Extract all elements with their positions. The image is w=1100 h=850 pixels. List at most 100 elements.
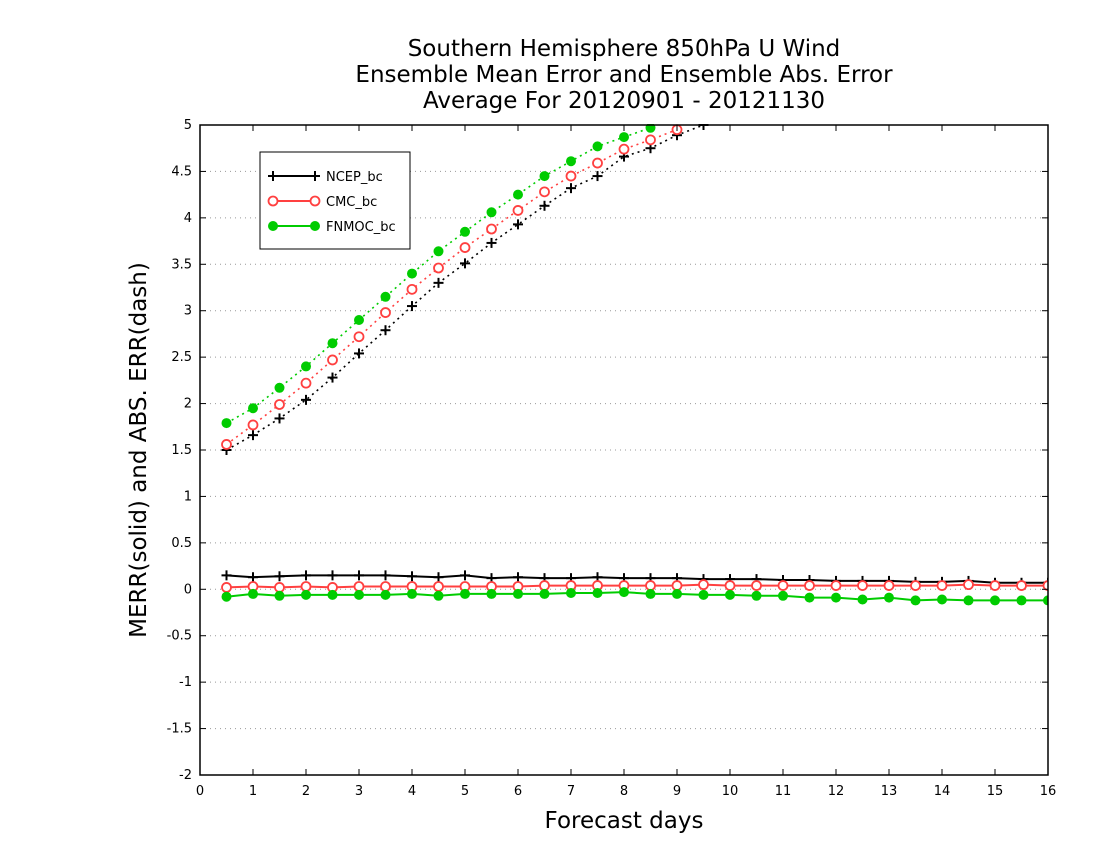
merr-point-fnmoc-bc xyxy=(1016,595,1027,606)
legend-marker xyxy=(268,171,278,181)
y-axis-label: MERR(solid) and ABS. ERR(dash) xyxy=(126,262,152,638)
legend-marker xyxy=(268,221,278,231)
abs-err-point-ncep-bc xyxy=(433,277,444,288)
abs-err-point-fnmoc-bc xyxy=(433,246,444,257)
merr-point-cmc-bc xyxy=(671,580,683,591)
legend-marker xyxy=(309,195,321,207)
x-tick-label: 5 xyxy=(461,784,469,799)
y-tick-label: 3 xyxy=(184,304,192,319)
abs-err-point-fnmoc-bc xyxy=(274,382,285,393)
merr-point-cmc-bc xyxy=(353,581,365,592)
merr-point-cmc-bc xyxy=(751,580,762,591)
abs-err-point-fnmoc-bc xyxy=(486,207,497,218)
merr-point-cmc-bc xyxy=(830,580,842,591)
merr-point-fnmoc-bc xyxy=(778,590,788,601)
merr-point-fnmoc-bc xyxy=(937,594,947,605)
merr-point-ncep-bc xyxy=(460,570,470,581)
y-tick-label: -2 xyxy=(179,768,192,783)
abs-err-point-fnmoc-bc xyxy=(354,315,364,325)
legend-label: NCEP_bc xyxy=(326,170,383,185)
merr-point-cmc-bc xyxy=(274,582,285,593)
abs-err-point-fnmoc-bc xyxy=(407,268,417,279)
merr-point-fnmoc-bc xyxy=(566,588,576,598)
x-tick-label: 3 xyxy=(355,784,363,799)
merr-point-fnmoc-bc xyxy=(751,590,762,601)
merr-point-ncep-bc xyxy=(221,570,232,581)
merr-point-ncep-bc xyxy=(433,572,444,583)
abs-err-point-cmc-bc xyxy=(433,262,444,274)
legend-marker xyxy=(267,195,279,207)
x-axis-label: Forecast days xyxy=(544,808,704,834)
abs-err-point-ncep-bc xyxy=(592,171,603,182)
legend-label: CMC_bc xyxy=(326,195,377,210)
legend-entry-fnmoc-bc: FNMOC_bc xyxy=(268,220,396,235)
abs-err-point-fnmoc-bc xyxy=(619,132,629,143)
abs-err-point-fnmoc-bc xyxy=(513,189,523,200)
merr-point-cmc-bc xyxy=(804,580,815,591)
merr-point-ncep-bc xyxy=(407,571,417,582)
chart-title: Southern Hemisphere 850hPa U Wind Ensemb… xyxy=(200,36,1048,114)
abs-err-point-ncep-bc xyxy=(248,430,258,441)
legend-entry-ncep-bc: NCEP_bc xyxy=(268,170,383,185)
merr-point-fnmoc-bc xyxy=(354,589,364,600)
abs-err-point-cmc-bc xyxy=(618,143,630,155)
merr-point-cmc-bc xyxy=(380,581,391,592)
abs-err-point-ncep-bc xyxy=(327,372,338,383)
abs-err-point-cmc-bc xyxy=(380,307,391,318)
merr-point-cmc-bc xyxy=(1042,580,1048,591)
legend-marker xyxy=(310,171,320,181)
grid-lines xyxy=(200,170,1048,730)
merr-line-ncep-bc xyxy=(226,574,1048,584)
legend-label: FNMOC_bc xyxy=(326,220,396,235)
x-tick-label: 13 xyxy=(881,784,898,799)
y-tick-label: 3.5 xyxy=(171,257,192,272)
merr-point-fnmoc-bc xyxy=(963,595,974,606)
abs-err-point-cmc-bc xyxy=(221,439,232,450)
abs-err-point-cmc-bc xyxy=(539,186,550,198)
abs-err-point-cmc-bc xyxy=(459,242,471,253)
merr-point-cmc-bc xyxy=(539,580,550,591)
merr-point-fnmoc-bc xyxy=(592,588,603,598)
y-tick-label: -0.5 xyxy=(167,629,192,644)
y-tick-label: 4.5 xyxy=(171,164,192,179)
merr-point-fnmoc-bc xyxy=(990,595,1000,606)
merr-point-fnmoc-bc xyxy=(221,591,232,602)
x-tick-label: 15 xyxy=(987,784,1004,799)
abs-err-point-cmc-bc xyxy=(327,354,338,366)
x-tick-label: 7 xyxy=(567,784,575,799)
series-cmc-bc xyxy=(221,124,1048,593)
y-tick-label: -1.5 xyxy=(167,722,192,737)
merr-point-fnmoc-bc xyxy=(513,588,523,599)
abs-err-point-cmc-bc xyxy=(592,157,603,169)
abs-err-point-fnmoc-bc xyxy=(592,141,603,152)
merr-point-fnmoc-bc xyxy=(380,589,391,600)
abs-err-point-cmc-bc xyxy=(512,205,524,216)
merr-point-cmc-bc xyxy=(221,582,232,593)
merr-point-fnmoc-bc xyxy=(407,588,417,599)
y-tick-label: -1 xyxy=(179,675,192,690)
title-line-3: Average For 20120901 - 20121130 xyxy=(422,88,826,114)
merr-point-ncep-bc xyxy=(248,572,258,583)
y-tick-label: 1.5 xyxy=(171,443,192,458)
merr-line-cmc-bc xyxy=(226,583,1048,589)
merr-point-fnmoc-bc xyxy=(619,587,629,598)
abs-err-point-fnmoc-bc xyxy=(566,156,576,167)
merr-point-ncep-bc xyxy=(301,570,311,581)
merr-point-fnmoc-bc xyxy=(831,592,841,603)
abs-err-point-ncep-bc xyxy=(486,237,497,248)
merr-point-ncep-bc xyxy=(513,572,523,583)
merr-point-cmc-bc xyxy=(963,579,974,591)
y-tick-label: 4 xyxy=(184,211,192,226)
abs-err-point-ncep-bc xyxy=(460,258,470,269)
abs-err-point-fnmoc-bc xyxy=(380,291,391,302)
merr-point-cmc-bc xyxy=(883,580,895,591)
x-tick-label: 0 xyxy=(196,784,204,799)
abs-err-point-cmc-bc xyxy=(247,419,259,431)
merr-point-ncep-bc xyxy=(380,570,391,581)
merr-point-fnmoc-bc xyxy=(433,590,444,601)
x-tick-label: 1 xyxy=(249,784,257,799)
abs-err-point-cmc-bc xyxy=(274,399,285,410)
x-tick-label: 14 xyxy=(934,784,951,799)
merr-point-fnmoc-bc xyxy=(460,588,470,599)
